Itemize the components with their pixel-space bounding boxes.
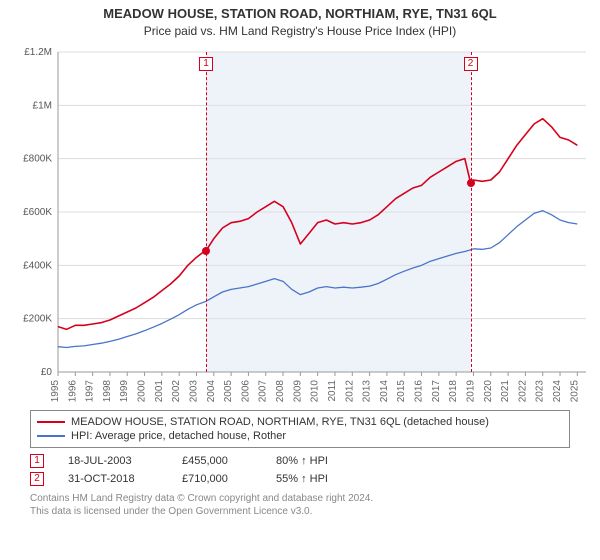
svg-text:2018: 2018 <box>448 380 459 403</box>
svg-text:2009: 2009 <box>292 380 303 403</box>
svg-text:2016: 2016 <box>414 380 425 403</box>
svg-text:£800K: £800K <box>23 154 52 165</box>
chart-svg: £0 £200K £400K £600K £800K £1M £1.2M 1995 1996 19… <box>10 44 590 404</box>
legend-swatch <box>37 421 65 423</box>
svg-text:2013: 2013 <box>362 380 373 403</box>
svg-text:2000: 2000 <box>137 380 148 403</box>
svg-text:£400K: £400K <box>23 260 52 271</box>
price-chart: £0 £200K £400K £600K £800K £1M £1.2M 1995 1996 19… <box>10 44 590 404</box>
transaction-row: 1 18-JUL-2003 £455,000 80% ↑ HPI <box>30 452 570 470</box>
transaction-dot <box>202 247 210 255</box>
transaction-vline <box>206 52 207 372</box>
transaction-price: £455,000 <box>182 455 252 467</box>
svg-text:2004: 2004 <box>206 380 217 403</box>
svg-text:2012: 2012 <box>344 380 355 403</box>
svg-text:£0: £0 <box>41 367 53 378</box>
svg-text:2003: 2003 <box>188 380 199 403</box>
svg-text:2023: 2023 <box>535 380 546 403</box>
legend-label: MEADOW HOUSE, STATION ROAD, NORTHIAM, RY… <box>71 416 489 428</box>
transaction-date: 31-OCT-2018 <box>68 473 158 485</box>
svg-text:2024: 2024 <box>552 380 563 403</box>
transaction-price: £710,000 <box>182 473 252 485</box>
svg-text:1996: 1996 <box>67 380 78 403</box>
legend: MEADOW HOUSE, STATION ROAD, NORTHIAM, RY… <box>30 410 570 448</box>
svg-text:2017: 2017 <box>431 380 442 403</box>
svg-text:2005: 2005 <box>223 380 234 403</box>
svg-text:£600K: £600K <box>23 207 52 218</box>
svg-text:£1.2M: £1.2M <box>24 47 52 58</box>
transaction-date: 18-JUL-2003 <box>68 455 158 467</box>
svg-text:£200K: £200K <box>23 314 52 325</box>
svg-text:2008: 2008 <box>275 380 286 403</box>
svg-text:2019: 2019 <box>465 380 476 403</box>
svg-text:1997: 1997 <box>85 380 96 403</box>
svg-text:1999: 1999 <box>119 380 130 403</box>
svg-text:2015: 2015 <box>396 380 407 403</box>
legend-label: HPI: Average price, detached house, Roth… <box>71 430 286 442</box>
svg-text:2001: 2001 <box>154 380 165 403</box>
svg-text:2011: 2011 <box>327 380 338 402</box>
page-subtitle: Price paid vs. HM Land Registry's House … <box>0 21 600 44</box>
svg-text:2022: 2022 <box>517 380 528 403</box>
svg-text:2025: 2025 <box>569 380 580 403</box>
legend-row: HPI: Average price, detached house, Roth… <box>37 429 563 443</box>
svg-text:2002: 2002 <box>171 380 182 403</box>
svg-text:1995: 1995 <box>50 380 61 403</box>
svg-text:2006: 2006 <box>240 380 251 403</box>
transaction-row-marker: 1 <box>30 454 44 468</box>
svg-text:1998: 1998 <box>102 380 113 403</box>
svg-text:£1M: £1M <box>33 100 52 111</box>
transaction-dot <box>467 179 475 187</box>
transaction-row: 2 31-OCT-2018 £710,000 55% ↑ HPI <box>30 470 570 488</box>
page-title: MEADOW HOUSE, STATION ROAD, NORTHIAM, RY… <box>0 0 600 21</box>
svg-text:2007: 2007 <box>258 380 269 403</box>
footer-line2: This data is licensed under the Open Gov… <box>30 505 570 518</box>
svg-text:2021: 2021 <box>500 380 511 403</box>
transaction-row-marker: 2 <box>30 472 44 486</box>
footer-line1: Contains HM Land Registry data © Crown c… <box>30 492 570 505</box>
transactions-table: 1 18-JUL-2003 £455,000 80% ↑ HPI 2 31-OCT-201… <box>30 452 570 488</box>
svg-text:2014: 2014 <box>379 380 390 403</box>
svg-text:2010: 2010 <box>310 380 321 403</box>
legend-swatch <box>37 435 65 437</box>
footer: Contains HM Land Registry data © Crown c… <box>30 492 570 518</box>
transaction-vline <box>471 52 472 372</box>
transaction-marker: 2 <box>464 57 478 71</box>
transaction-marker: 1 <box>199 57 213 71</box>
legend-row: MEADOW HOUSE, STATION ROAD, NORTHIAM, RY… <box>37 415 563 429</box>
svg-text:2020: 2020 <box>483 380 494 403</box>
transaction-hpi: 55% ↑ HPI <box>276 473 356 485</box>
transaction-hpi: 80% ↑ HPI <box>276 455 356 467</box>
